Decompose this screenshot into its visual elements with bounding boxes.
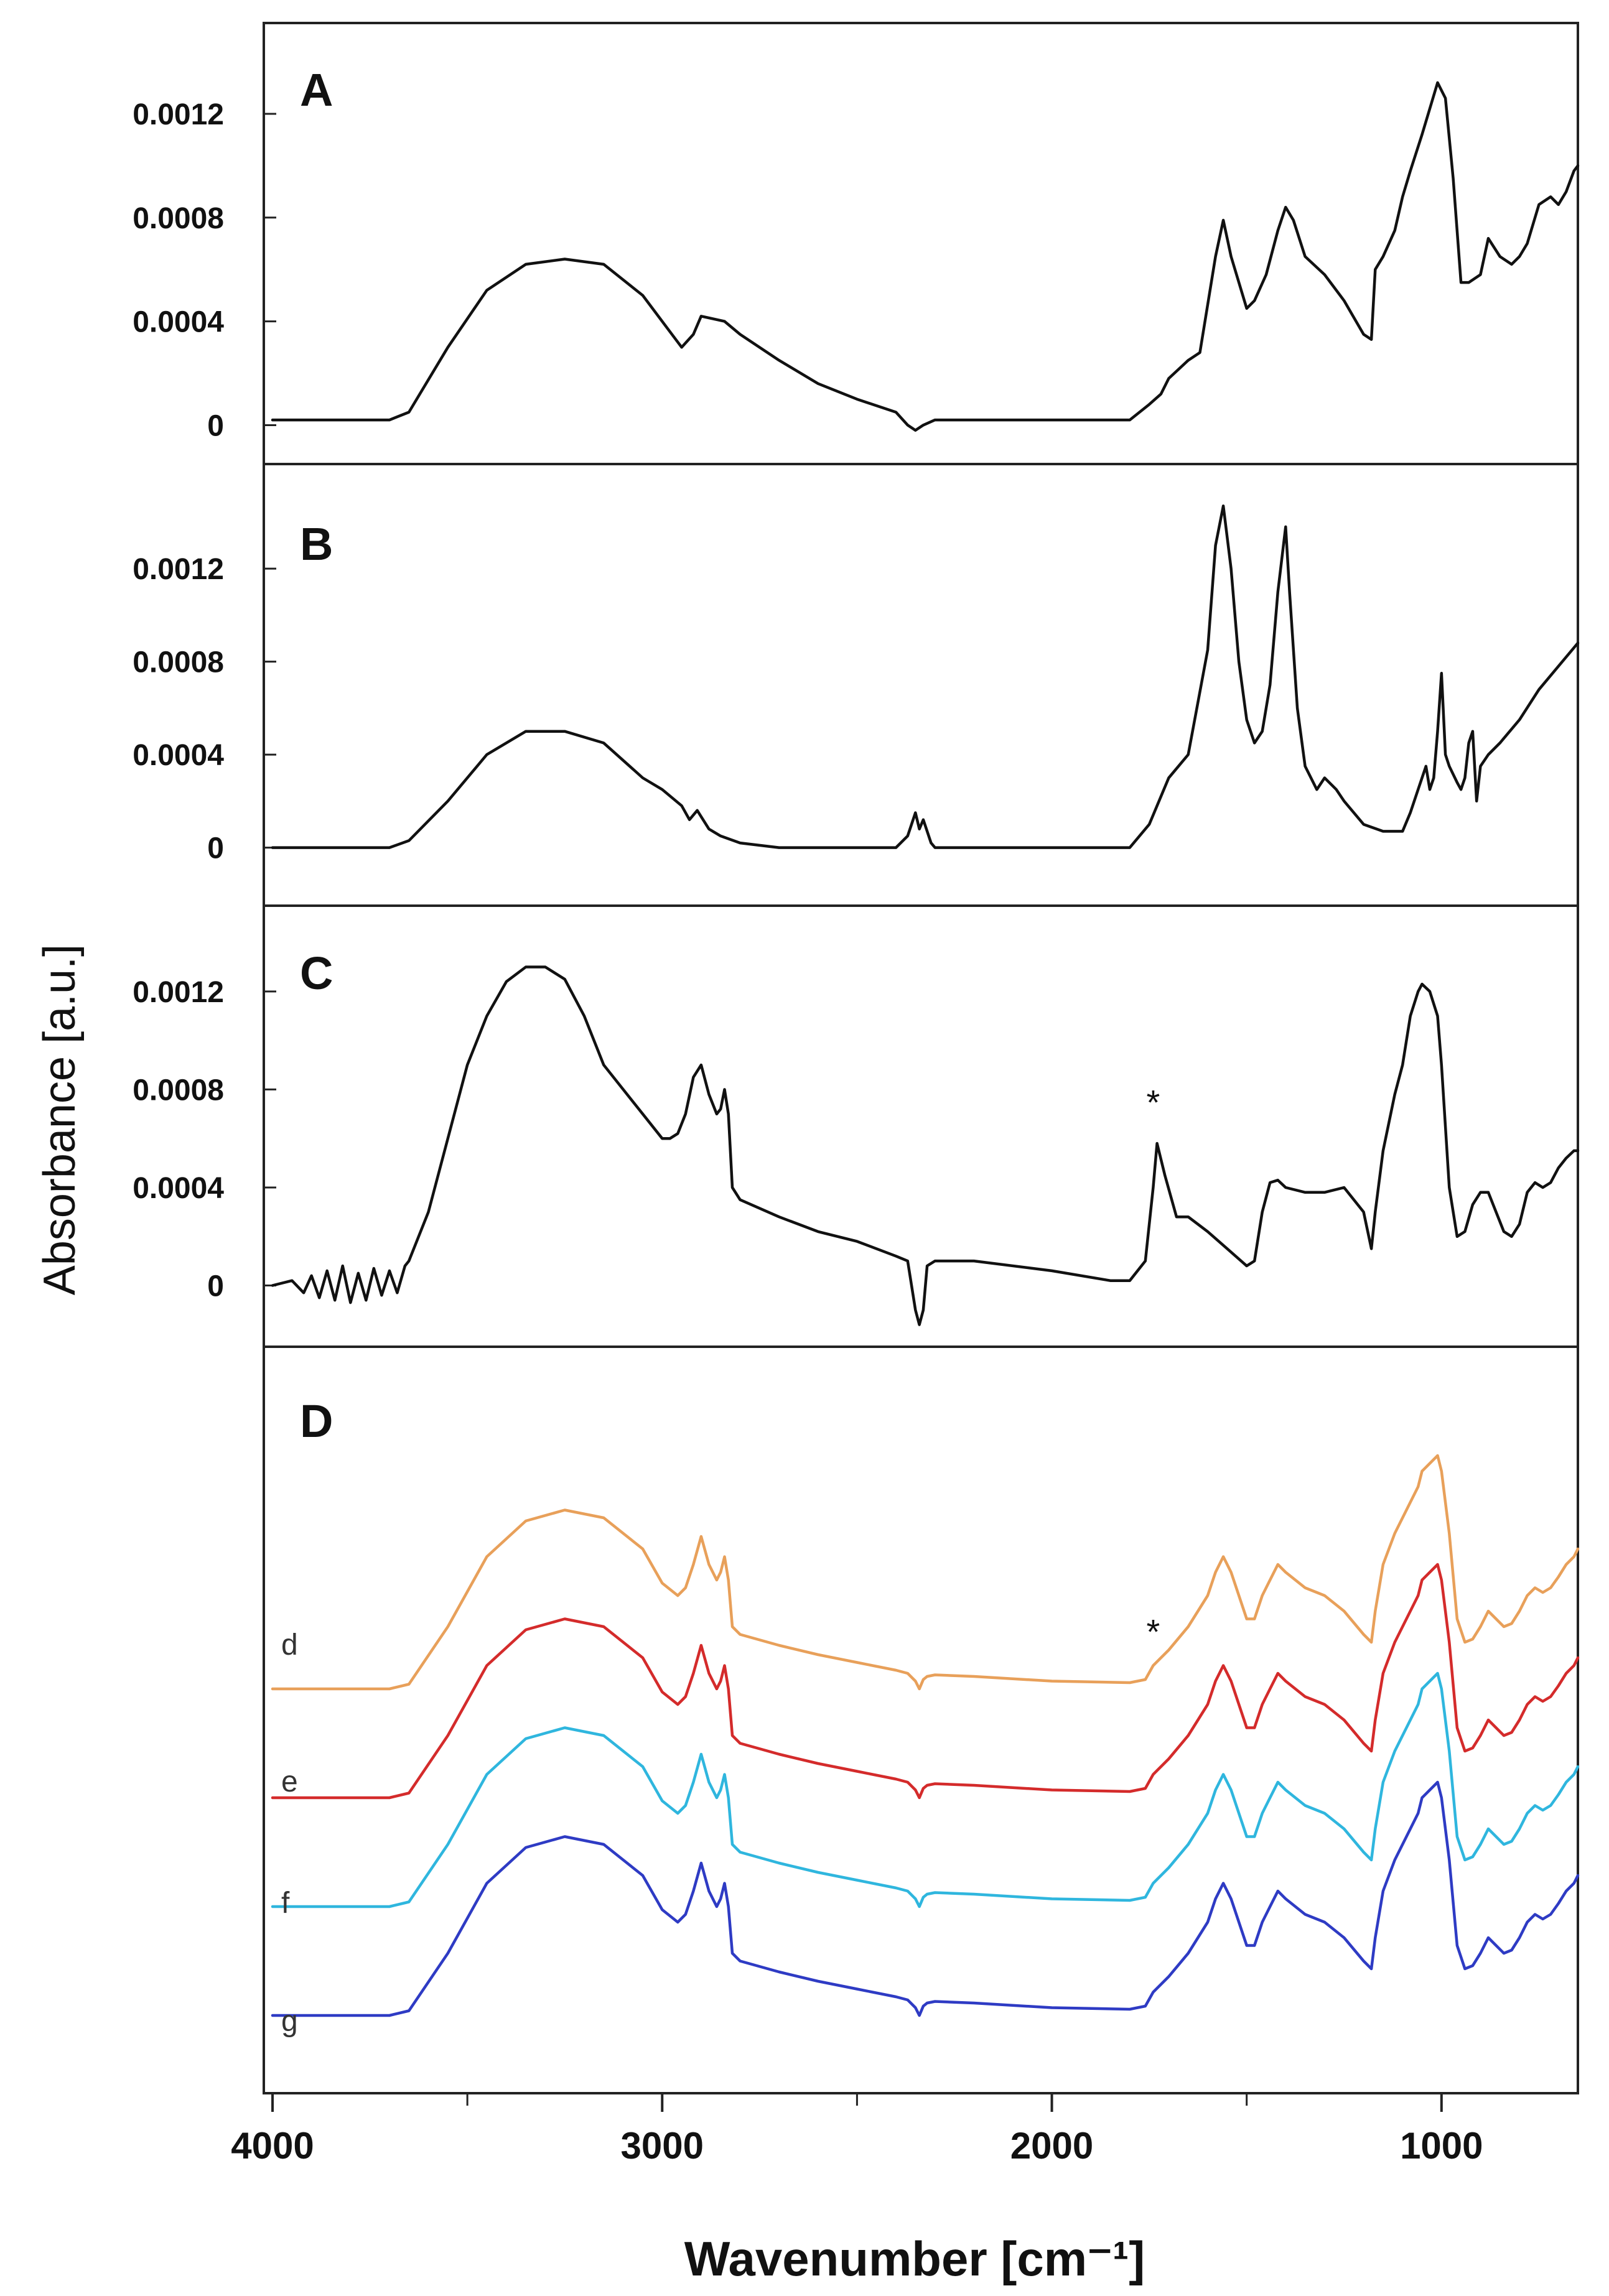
x-axis-title: Wavenumber [cm⁻¹]	[684, 2231, 1145, 2286]
panel-b-label: B	[300, 518, 333, 570]
series-line-f	[271, 1671, 1580, 1908]
y-tick-label: 0.0008	[133, 1074, 224, 1107]
series-label-g: g	[281, 2005, 298, 2038]
panel-c-label: C	[300, 947, 333, 999]
x-tick-label: 1000	[1400, 2125, 1483, 2167]
y-tick-label: 0.0012	[133, 976, 224, 1009]
panel-c-annotation: *	[1146, 1082, 1160, 1122]
x-tick-label: 2000	[1010, 2125, 1093, 2167]
y-axis-title: Absorbance [a.u.]	[35, 944, 85, 1295]
y-tick-label: 0.0008	[133, 646, 224, 679]
trace-group	[271, 81, 1580, 2017]
y-tick-group: 0 0.0004 0.0008 0.0012 0 0.0004 0.0008 0.0012 0 0…	[133, 98, 276, 1303]
y-tick-label: 0	[207, 409, 224, 442]
x-axis: 4000 3000 2000 1000	[231, 2093, 1483, 2167]
series-line-B	[271, 504, 1580, 849]
y-tick-label: 0.0004	[133, 739, 224, 772]
x-tick-label: 3000	[621, 2125, 704, 2167]
panel-d-annotation: *	[1146, 1612, 1160, 1652]
series-line-g	[271, 1780, 1580, 2017]
y-tick-label: 0	[207, 1270, 224, 1303]
y-tick-label: 0	[207, 832, 224, 865]
panel-d-frame	[263, 1346, 1579, 2094]
panel-a-label: A	[300, 64, 333, 116]
series-line-C	[271, 965, 1580, 1326]
y-tick-label: 0.0004	[133, 1172, 224, 1205]
panel-frames	[263, 22, 1579, 2094]
series-label-e: e	[281, 1765, 298, 1798]
series-label-d: d	[281, 1629, 298, 1662]
series-line-d	[271, 1454, 1580, 1691]
series-line-e	[271, 1563, 1580, 1800]
y-tick-label: 0.0012	[133, 98, 224, 131]
x-tick-label: 4000	[231, 2125, 314, 2167]
y-tick-label: 0.0004	[133, 306, 224, 339]
panel-d-label: D	[300, 1395, 333, 1447]
series-label-f: f	[281, 1887, 290, 1920]
series-line-A	[271, 81, 1580, 432]
y-tick-label: 0.0012	[133, 553, 224, 586]
y-tick-label: 0.0008	[133, 202, 224, 235]
